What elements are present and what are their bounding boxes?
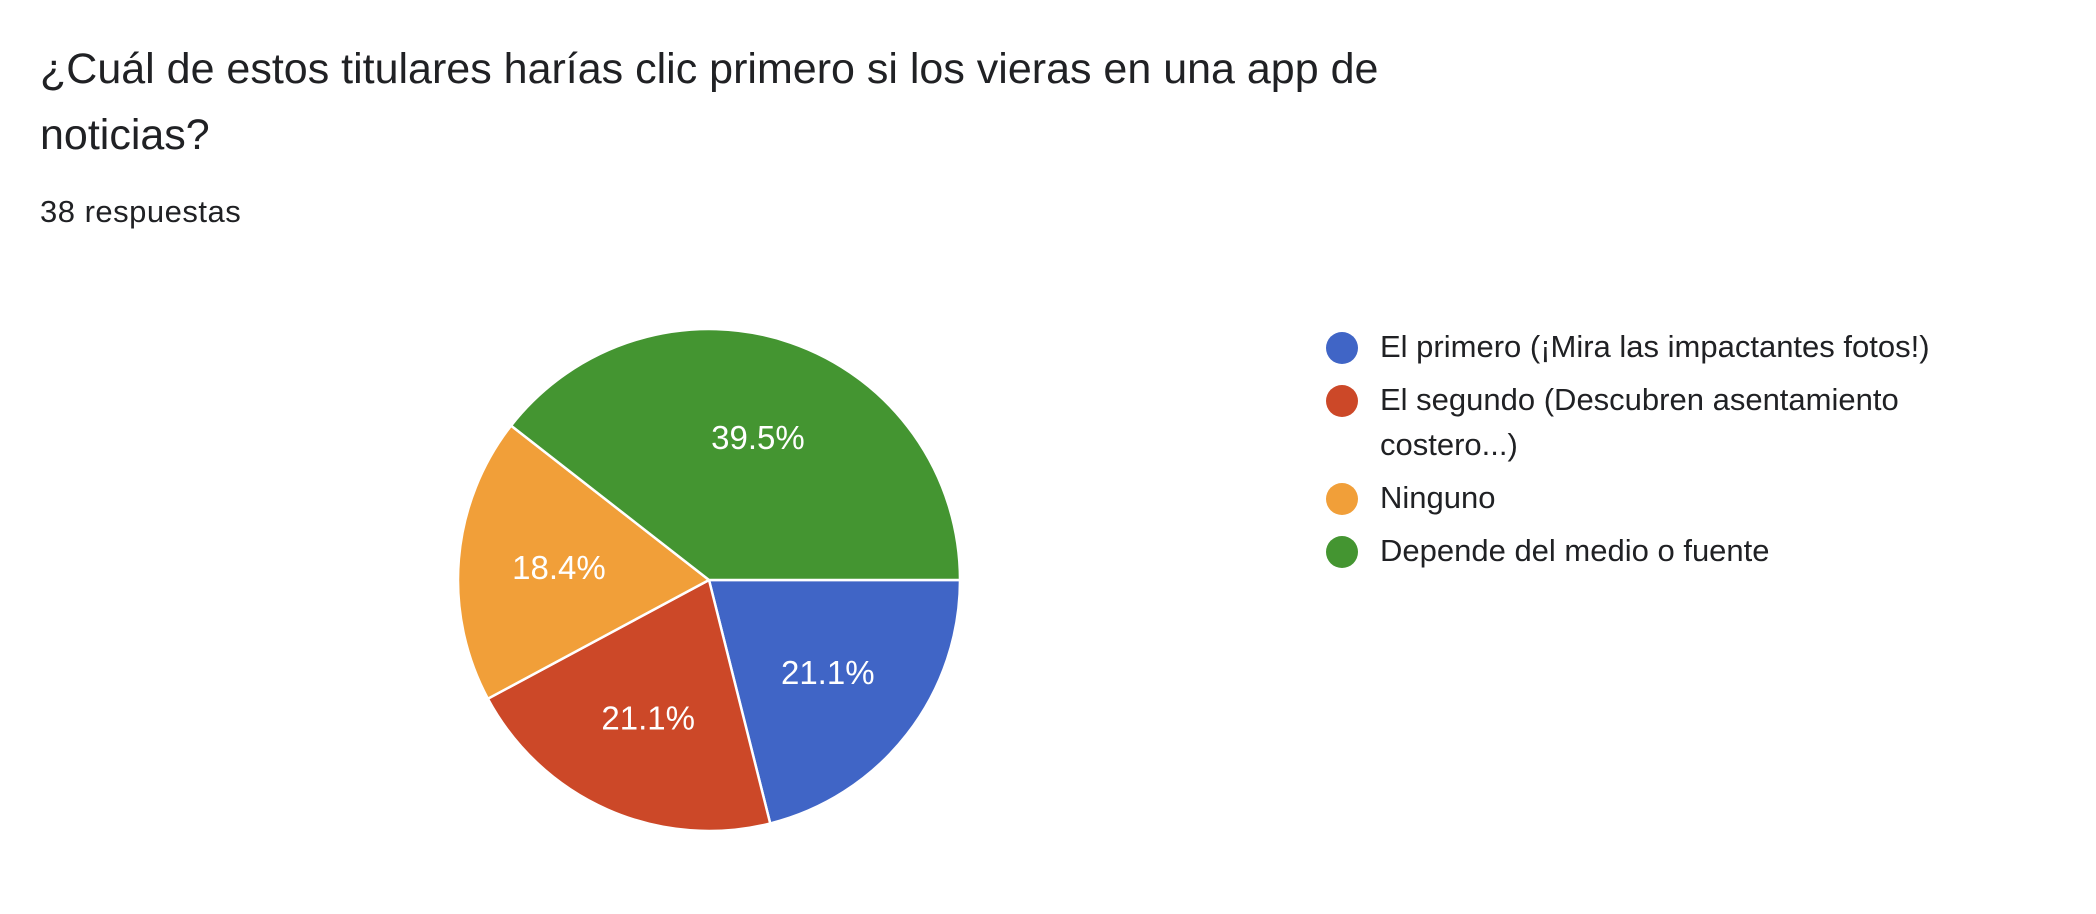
legend-label-segundo: El segundo (Descubren asentamiento coste… <box>1380 382 1899 462</box>
pie-slice-primero <box>707 578 962 825</box>
legend-item-segundo: El segundo (Descubren asentamiento coste… <box>1326 377 2026 467</box>
legend-label-primero: El primero (¡Mira las impactantes fotos!… <box>1380 329 1930 364</box>
question-title: ¿Cuál de estos titulares harías clic pri… <box>40 45 1379 159</box>
legend-swatch-primero <box>1326 332 1358 364</box>
legend-label-depende: Depende del medio o fuente <box>1380 533 1770 568</box>
legend-label-ninguno: Ninguno <box>1380 480 1496 515</box>
pie-labels: 21.1% 21.1% 18.4% 39.5% <box>512 419 874 736</box>
legend-item-ninguno: Ninguno <box>1326 475 2026 520</box>
pie-slice-segundo <box>486 578 772 833</box>
legend: El primero (¡Mira las impactantes fotos!… <box>1326 324 2026 581</box>
pie-label-ninguno: 18.4% <box>512 549 606 586</box>
legend-swatch-ninguno <box>1326 483 1358 515</box>
pie-slices <box>456 327 962 833</box>
pie-label-primero: 21.1% <box>781 654 875 691</box>
legend-item-depende: Depende del medio o fuente <box>1326 528 2026 573</box>
legend-item-primero: El primero (¡Mira las impactantes fotos!… <box>1326 324 2026 369</box>
response-count: 38 respuestas <box>40 194 242 229</box>
pie-slice-depende <box>509 327 962 582</box>
pie-slice-ninguno <box>456 423 712 701</box>
legend-swatch-depende <box>1326 536 1358 568</box>
legend-swatch-segundo <box>1326 385 1358 417</box>
pie-label-depende: 39.5% <box>711 419 805 456</box>
pie-label-segundo: 21.1% <box>601 699 695 736</box>
